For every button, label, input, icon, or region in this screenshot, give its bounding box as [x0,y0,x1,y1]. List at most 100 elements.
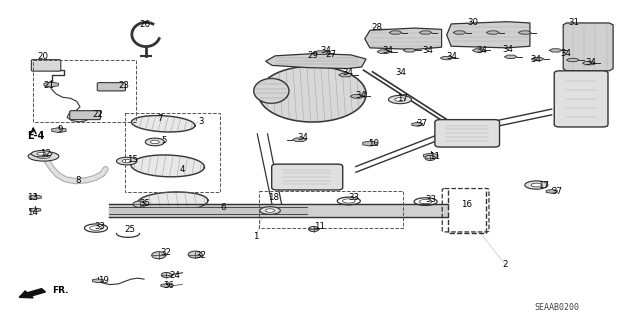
Text: 12: 12 [40,149,51,158]
Text: 9: 9 [58,125,63,134]
Text: 8: 8 [76,176,81,185]
Polygon shape [518,31,531,34]
Text: 16: 16 [461,200,472,209]
Polygon shape [419,31,432,34]
Polygon shape [363,141,377,146]
Text: 29: 29 [307,51,318,60]
Text: 28: 28 [371,23,382,32]
Text: 27: 27 [325,50,336,59]
Text: SEAAB0200: SEAAB0200 [534,303,579,312]
Text: 33: 33 [95,222,106,231]
Text: 21: 21 [44,81,54,90]
Ellipse shape [28,152,59,161]
Text: 17: 17 [538,181,548,189]
Polygon shape [403,49,416,52]
Polygon shape [138,192,208,211]
Text: 18: 18 [268,193,278,202]
Polygon shape [52,128,66,133]
Polygon shape [29,208,41,212]
Text: 30: 30 [467,19,478,27]
Polygon shape [131,155,204,177]
Text: 34: 34 [298,133,308,142]
Text: 10: 10 [368,139,379,148]
Polygon shape [440,56,453,60]
Polygon shape [412,122,423,126]
Text: 5: 5 [161,136,167,145]
Ellipse shape [31,151,52,157]
Polygon shape [377,50,391,54]
Ellipse shape [254,78,289,103]
FancyBboxPatch shape [31,60,61,71]
Text: 11: 11 [429,152,440,161]
Text: 34: 34 [530,56,541,64]
Text: 32: 32 [195,251,206,260]
Text: 7: 7 [157,114,163,122]
Polygon shape [292,138,307,142]
Text: 34: 34 [355,91,366,100]
Text: 15: 15 [127,155,138,164]
Ellipse shape [266,209,275,212]
Polygon shape [365,28,442,49]
Polygon shape [549,49,562,52]
Text: 31: 31 [568,19,579,27]
Text: 35: 35 [140,199,150,208]
Text: 32: 32 [160,248,171,256]
Text: 37: 37 [552,187,563,196]
Text: 4: 4 [179,165,185,174]
Text: 26: 26 [140,20,150,29]
Circle shape [188,251,202,258]
Ellipse shape [260,207,280,214]
Ellipse shape [531,183,541,187]
FancyBboxPatch shape [435,120,499,147]
Text: 34: 34 [320,46,331,55]
Text: 6: 6 [221,203,227,212]
Circle shape [425,155,435,160]
Text: 34: 34 [447,52,458,61]
Polygon shape [161,284,172,287]
Polygon shape [504,55,517,58]
Text: 13: 13 [27,193,38,202]
Text: 20: 20 [37,52,48,61]
Polygon shape [350,94,364,98]
Text: 33: 33 [426,195,436,204]
Text: 34: 34 [477,46,488,55]
Polygon shape [531,57,544,61]
Polygon shape [131,115,195,132]
Polygon shape [582,62,595,65]
Ellipse shape [116,157,137,165]
Text: 14: 14 [27,208,38,217]
Text: 17: 17 [397,94,408,103]
Ellipse shape [37,152,46,155]
Text: 34: 34 [586,58,596,67]
Text: FR.: FR. [52,286,69,295]
Polygon shape [453,31,466,34]
Circle shape [133,201,146,207]
Text: 3: 3 [198,117,204,126]
Text: 34: 34 [342,68,353,77]
Ellipse shape [36,154,51,159]
Polygon shape [546,189,557,193]
Text: E-4: E-4 [27,130,44,141]
FancyBboxPatch shape [97,83,125,91]
Polygon shape [389,31,402,34]
Polygon shape [447,22,530,48]
Text: 22: 22 [93,110,104,119]
Ellipse shape [122,160,131,163]
Polygon shape [259,66,366,122]
Ellipse shape [525,181,548,189]
Ellipse shape [150,140,159,144]
Text: 2: 2 [503,260,508,269]
Text: 1: 1 [253,232,259,241]
Text: 34: 34 [422,46,433,55]
Text: 34: 34 [396,68,406,77]
Polygon shape [29,195,42,199]
Ellipse shape [145,138,164,146]
Circle shape [152,252,166,259]
Ellipse shape [395,98,405,101]
FancyBboxPatch shape [272,164,343,190]
Text: 19: 19 [98,276,109,285]
Text: 37: 37 [416,119,427,128]
FancyBboxPatch shape [70,111,100,120]
Circle shape [161,272,172,278]
Polygon shape [566,58,579,62]
